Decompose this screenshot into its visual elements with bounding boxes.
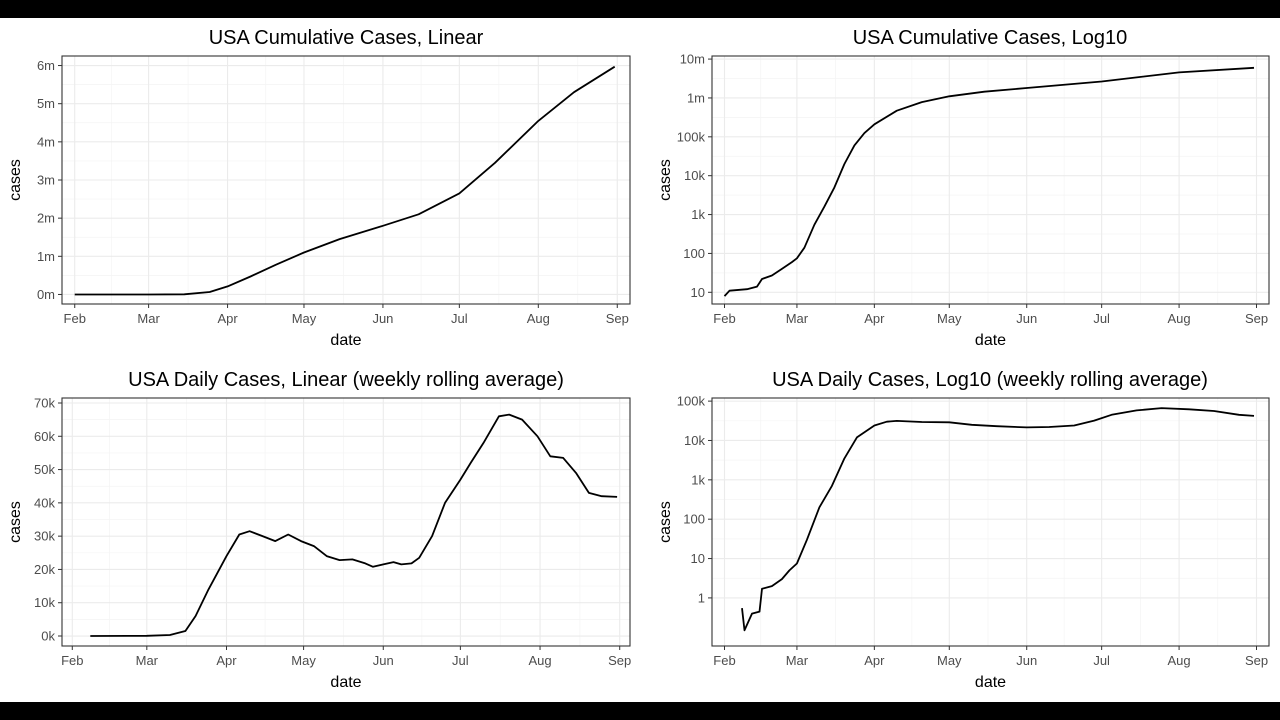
chart-grid: Feb Mar Apr May Jun Jul Aug Sep 0m 1m 2m 3m 4m 5m 6m US… — [7, 27, 1270, 691]
x-tick-label: Jun — [1016, 311, 1037, 326]
y-tick-label: 40k — [34, 495, 55, 510]
chart-panel-daily_linear: Feb Mar Apr May Jun Jul Aug Sep 0k 10k 20k 30k 40k 50… — [7, 369, 631, 691]
y-tick-label: 10 — [691, 285, 705, 300]
x-tick-label: Jun — [1016, 653, 1037, 668]
y-tick-label: 2m — [37, 211, 55, 226]
x-tick-label: Mar — [786, 653, 809, 668]
x-tick-label: Feb — [61, 653, 83, 668]
x-tick-label: Sep — [606, 311, 629, 326]
y-tick-label: 1m — [37, 249, 55, 264]
y-tick-label: 100k — [677, 394, 706, 409]
x-tick-label: Apr — [216, 653, 237, 668]
chart-panel-cum_linear: Feb Mar Apr May Jun Jul Aug Sep 0m 1m 2m 3m 4m 5m 6m US… — [7, 27, 631, 349]
panel-border — [711, 55, 1270, 305]
x-tick-label: Mar — [136, 653, 159, 668]
x-axis-label: date — [975, 332, 1006, 349]
y-tick-label: 10k — [684, 168, 705, 183]
panel-border — [711, 397, 1270, 647]
x-tick-label: Sep — [1245, 311, 1268, 326]
x-tick-label: Apr — [864, 311, 885, 326]
x-tick-label: Feb — [713, 311, 735, 326]
y-tick-label: 1k — [691, 472, 705, 487]
y-tick-label: 6m — [37, 58, 55, 73]
y-tick-label: 1m — [687, 90, 705, 105]
x-tick-label: Sep — [1245, 653, 1268, 668]
panel-border — [61, 397, 631, 647]
y-axis-label: cases — [7, 159, 24, 201]
y-tick-label: 30k — [34, 529, 55, 544]
y-tick-label: 10k — [34, 595, 55, 610]
chart-panel-daily_log: Feb Mar Apr May Jun Jul Aug Sep 1 10 100 1k 10k 100k U… — [657, 369, 1270, 691]
y-tick-label: 3m — [37, 173, 55, 188]
chart-panel-cum_log: Feb Mar Apr May Jun Jul Aug Sep 10 100 1k 10k 100k 1m… — [657, 27, 1270, 349]
y-tick-label: 20k — [34, 562, 55, 577]
x-tick-label: Jul — [1093, 653, 1110, 668]
y-axis-label: cases — [657, 501, 674, 543]
x-tick-label: Aug — [527, 311, 550, 326]
x-tick-label: Mar — [137, 311, 160, 326]
y-tick-label: 1k — [691, 207, 705, 222]
y-tick-label: 100 — [683, 512, 705, 527]
x-tick-label: Sep — [608, 653, 631, 668]
x-tick-label: Apr — [217, 311, 238, 326]
chart-title: USA Daily Cases, Log10 (weekly rolling a… — [772, 369, 1208, 391]
x-tick-label: Jun — [372, 311, 393, 326]
x-tick-label: Aug — [1168, 653, 1191, 668]
x-axis-label: date — [330, 332, 361, 349]
y-tick-label: 0k — [41, 629, 55, 644]
figure: Feb Mar Apr May Jun Jul Aug Sep 0m 1m 2m 3m 4m 5m 6m US… — [0, 18, 1280, 702]
x-axis-label: date — [975, 674, 1006, 691]
y-tick-label: 50k — [34, 462, 55, 477]
y-tick-label: 70k — [34, 395, 55, 410]
y-tick-label: 100k — [677, 129, 706, 144]
y-axis-label: cases — [657, 159, 674, 201]
chart-title: USA Daily Cases, Linear (weekly rolling … — [128, 369, 564, 391]
x-tick-label: Aug — [528, 653, 551, 668]
series-line — [74, 65, 616, 296]
series-line — [723, 66, 1255, 297]
y-axis-label: cases — [7, 501, 24, 543]
x-tick-label: Aug — [1168, 311, 1191, 326]
y-tick-label: 100 — [683, 246, 705, 261]
y-tick-label: 10 — [691, 551, 705, 566]
x-tick-label: Feb — [713, 653, 735, 668]
y-tick-label: 4m — [37, 134, 55, 149]
x-tick-label: Feb — [64, 311, 86, 326]
x-tick-label: May — [937, 653, 962, 668]
series-line — [90, 413, 618, 637]
y-tick-label: 60k — [34, 429, 55, 444]
chart-title: USA Cumulative Cases, Log10 — [853, 27, 1128, 49]
x-tick-label: Jul — [1093, 311, 1110, 326]
y-tick-label: 0m — [37, 287, 55, 302]
x-tick-label: Jun — [373, 653, 394, 668]
x-tick-label: Jul — [452, 653, 469, 668]
y-tick-label: 10m — [680, 52, 705, 67]
x-tick-label: May — [292, 311, 317, 326]
x-tick-label: May — [291, 653, 316, 668]
y-tick-label: 10k — [684, 433, 705, 448]
x-tick-label: Apr — [864, 653, 885, 668]
x-axis-label: date — [330, 674, 361, 691]
x-tick-label: May — [937, 311, 962, 326]
x-tick-label: Mar — [786, 311, 809, 326]
series-line — [741, 407, 1255, 632]
panel-border — [61, 55, 631, 305]
x-tick-label: Jul — [451, 311, 468, 326]
y-tick-label: 1 — [698, 590, 705, 605]
chart-title: USA Cumulative Cases, Linear — [209, 27, 484, 49]
y-tick-label: 5m — [37, 96, 55, 111]
